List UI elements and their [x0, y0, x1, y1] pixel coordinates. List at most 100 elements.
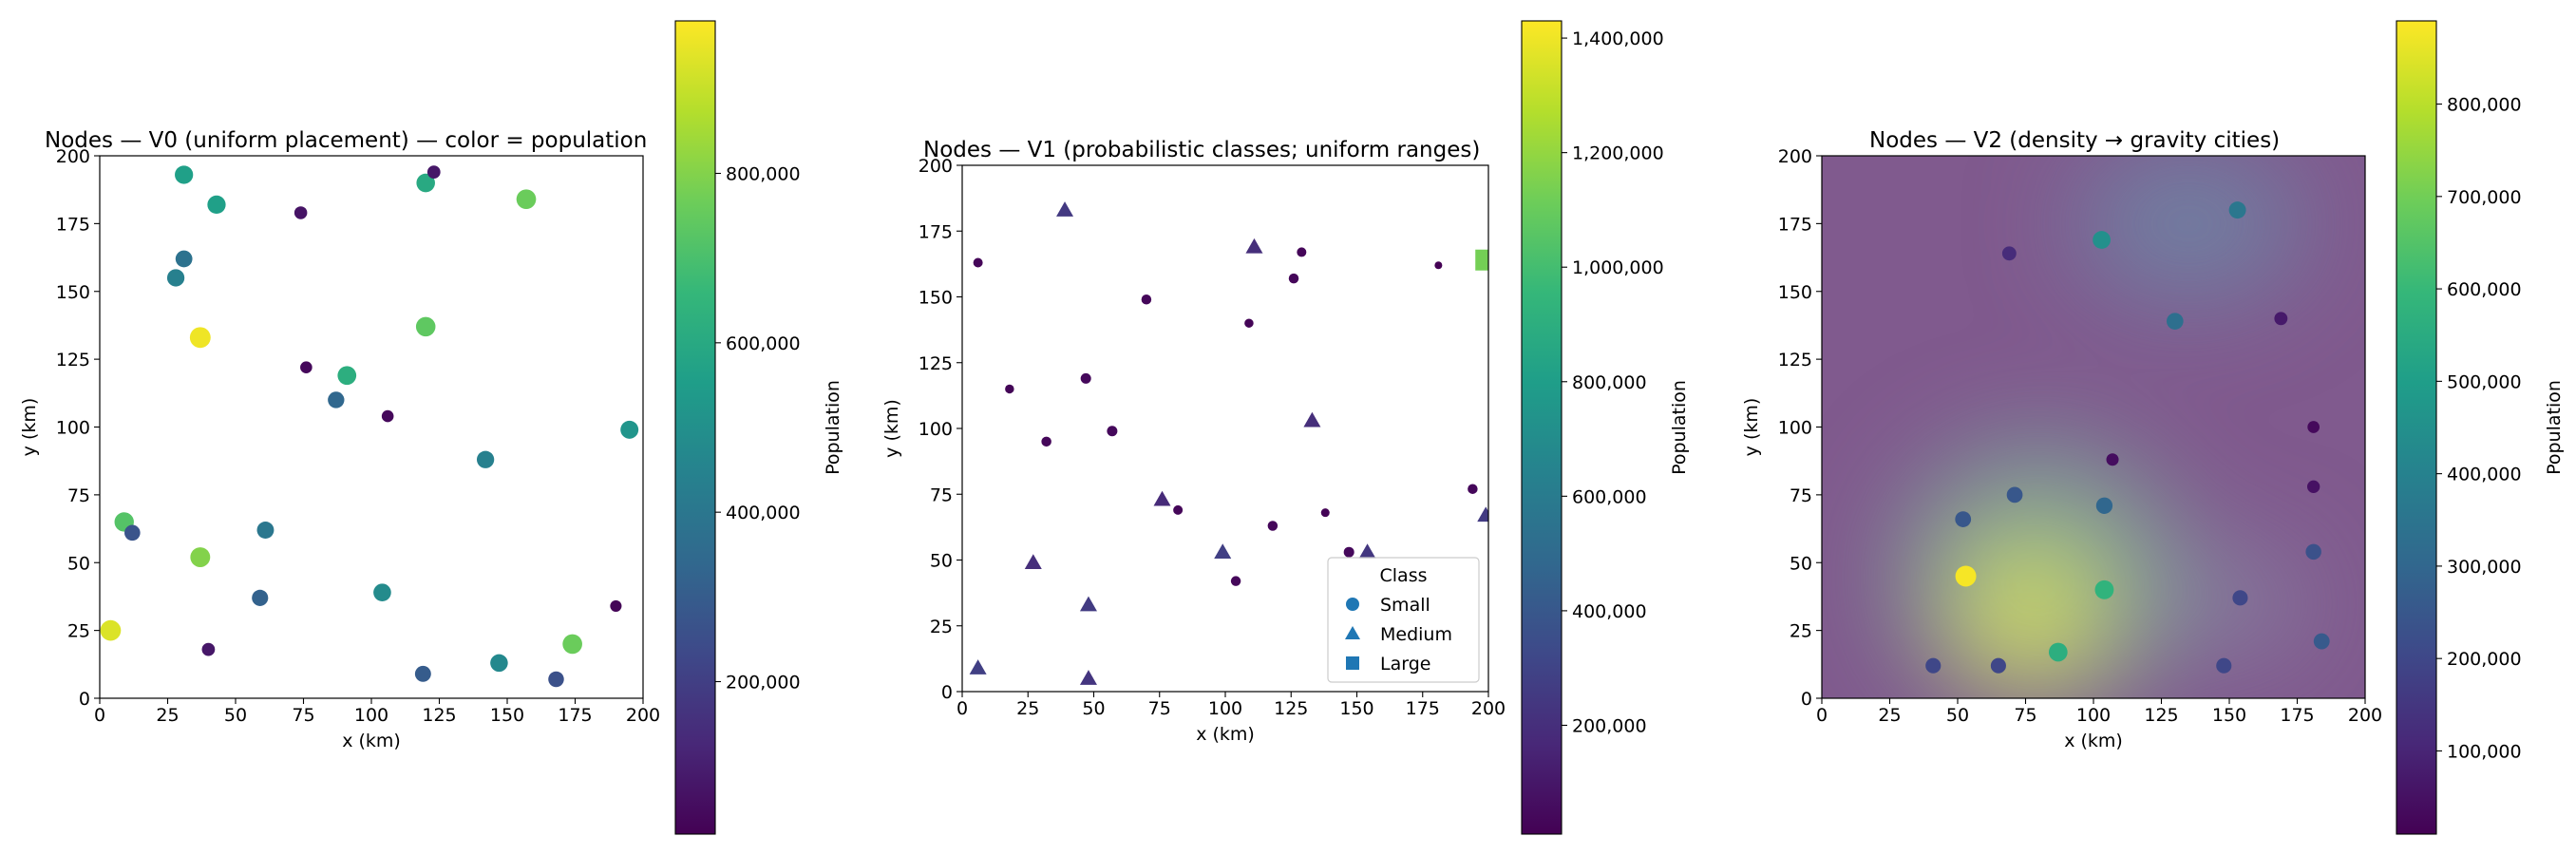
data-point-medium	[1024, 554, 1042, 570]
markers	[969, 201, 1488, 685]
y-tick-label: 0	[1801, 689, 1812, 710]
y-tick-label: 25	[1790, 621, 1812, 642]
chart-title: Nodes — V0 (uniform placement) — color =…	[45, 128, 647, 153]
y-tick-label: 175	[56, 214, 90, 235]
data-point	[381, 409, 394, 423]
x-tick-label: 150	[490, 705, 524, 726]
data-point-small	[1173, 504, 1184, 515]
y-axis-label: y (km)	[1741, 398, 1762, 457]
y-tick-label: 50	[930, 551, 953, 572]
colorbar-tick-label: 800,000	[2447, 95, 2522, 116]
data-point	[2006, 486, 2023, 504]
data-point	[414, 665, 431, 682]
data-point	[2048, 642, 2068, 662]
y-tick-label: 75	[67, 485, 90, 506]
colorbar-tick-label: 700,000	[2447, 187, 2522, 208]
x-tick-label: 175	[558, 705, 592, 726]
data-point	[175, 250, 193, 268]
data-point-small	[1041, 436, 1051, 447]
data-point-small	[1080, 372, 1091, 384]
x-tick-label: 25	[156, 705, 179, 726]
y-tick-label: 125	[1778, 350, 1812, 370]
heat-blob	[2074, 156, 2303, 300]
y-axis-label: y (km)	[19, 398, 40, 457]
colorbar	[674, 20, 716, 835]
y-tick-label: 0	[941, 682, 953, 703]
colorbar-label: Population	[1669, 380, 1690, 475]
data-point	[2001, 246, 2017, 261]
data-point-medium	[1303, 411, 1321, 428]
data-point-medium	[1079, 670, 1097, 685]
colorbar-label: Population	[823, 380, 843, 475]
data-point-medium	[1153, 490, 1171, 506]
x-tick-label: 50	[1946, 705, 1969, 726]
data-point-medium	[1358, 543, 1376, 559]
data-point-medium	[969, 659, 987, 674]
legend-label: Large	[1380, 654, 1430, 674]
data-point	[201, 642, 216, 656]
colorbar-tick-label: 200,000	[726, 673, 801, 694]
x-tick-label: 125	[1274, 698, 1308, 719]
x-tick-label: 200	[626, 705, 660, 726]
colorbar-tick-label: 300,000	[2447, 557, 2522, 578]
data-point	[337, 366, 357, 386]
chart-title: Nodes — V1 (probabilistic classes; unifo…	[923, 138, 1480, 162]
data-point	[252, 589, 269, 606]
panel-0: 00 25 25 50 50 75 75 100 100 125 125 150 150 175 175 20…	[19, 20, 843, 835]
data-point-small	[1343, 546, 1354, 558]
data-point	[2232, 590, 2248, 606]
colorbar-tick-label: 1,200,000	[1572, 143, 1664, 164]
colorbar-tick-label: 200,000	[2447, 649, 2522, 670]
y-tick-label: 150	[1778, 282, 1812, 303]
legend-marker-square	[1346, 656, 1359, 670]
panel-1: 00 25 25 50 50 75 75 100 100 125 125 150 150 175 175 20…	[881, 20, 1690, 835]
colorbar-tick-label: 400,000	[1572, 601, 1647, 622]
data-point-small	[1141, 294, 1152, 305]
x-tick-label: 75	[1148, 698, 1171, 719]
y-tick-label: 200	[919, 156, 953, 177]
data-point	[562, 634, 582, 655]
x-tick-label: 0	[94, 705, 105, 726]
data-point	[1990, 657, 2006, 674]
data-point-medium	[1477, 506, 1488, 522]
y-tick-label: 125	[919, 353, 953, 374]
legend-label: Small	[1380, 595, 1430, 616]
data-point-medium	[1079, 596, 1097, 612]
markers	[1925, 201, 2330, 674]
y-tick-label: 25	[930, 617, 953, 637]
x-axis-label: x (km)	[1196, 724, 1255, 745]
x-tick-label: 125	[422, 705, 456, 726]
data-point	[207, 195, 226, 215]
data-point-small	[1468, 484, 1478, 494]
colorbar-tick-label: 200,000	[1572, 715, 1647, 736]
data-point	[328, 391, 345, 408]
colorbar-tick-label: 1,000,000	[1572, 257, 1664, 278]
data-point-large	[1475, 249, 1488, 271]
y-axis-label: y (km)	[881, 399, 902, 458]
data-point	[189, 327, 211, 349]
x-tick-label: 175	[2280, 705, 2314, 726]
data-point	[548, 671, 564, 688]
data-point	[294, 206, 308, 219]
data-point-small	[1107, 426, 1118, 437]
data-point	[166, 269, 185, 287]
x-tick-label: 100	[354, 705, 388, 726]
data-point	[190, 547, 211, 567]
colorbar-tick-label: 600,000	[2447, 279, 2522, 300]
y-tick-label: 200	[1778, 146, 1812, 167]
colorbar-tick-label: 800,000	[726, 164, 801, 185]
x-axis-label: x (km)	[2064, 731, 2123, 751]
y-tick-label: 50	[67, 553, 90, 574]
data-point-small	[1288, 273, 1299, 284]
legend-marker-triangle	[1345, 626, 1360, 639]
x-tick-label: 175	[1406, 698, 1440, 719]
colorbar-tick-label: 500,000	[2447, 371, 2522, 392]
data-point	[256, 522, 275, 539]
y-tick-label: 200	[56, 146, 90, 167]
data-point	[175, 165, 194, 184]
data-point	[2307, 421, 2320, 433]
y-tick-label: 100	[1778, 418, 1812, 439]
heat-blob	[1979, 580, 2066, 666]
data-point	[2228, 201, 2246, 219]
